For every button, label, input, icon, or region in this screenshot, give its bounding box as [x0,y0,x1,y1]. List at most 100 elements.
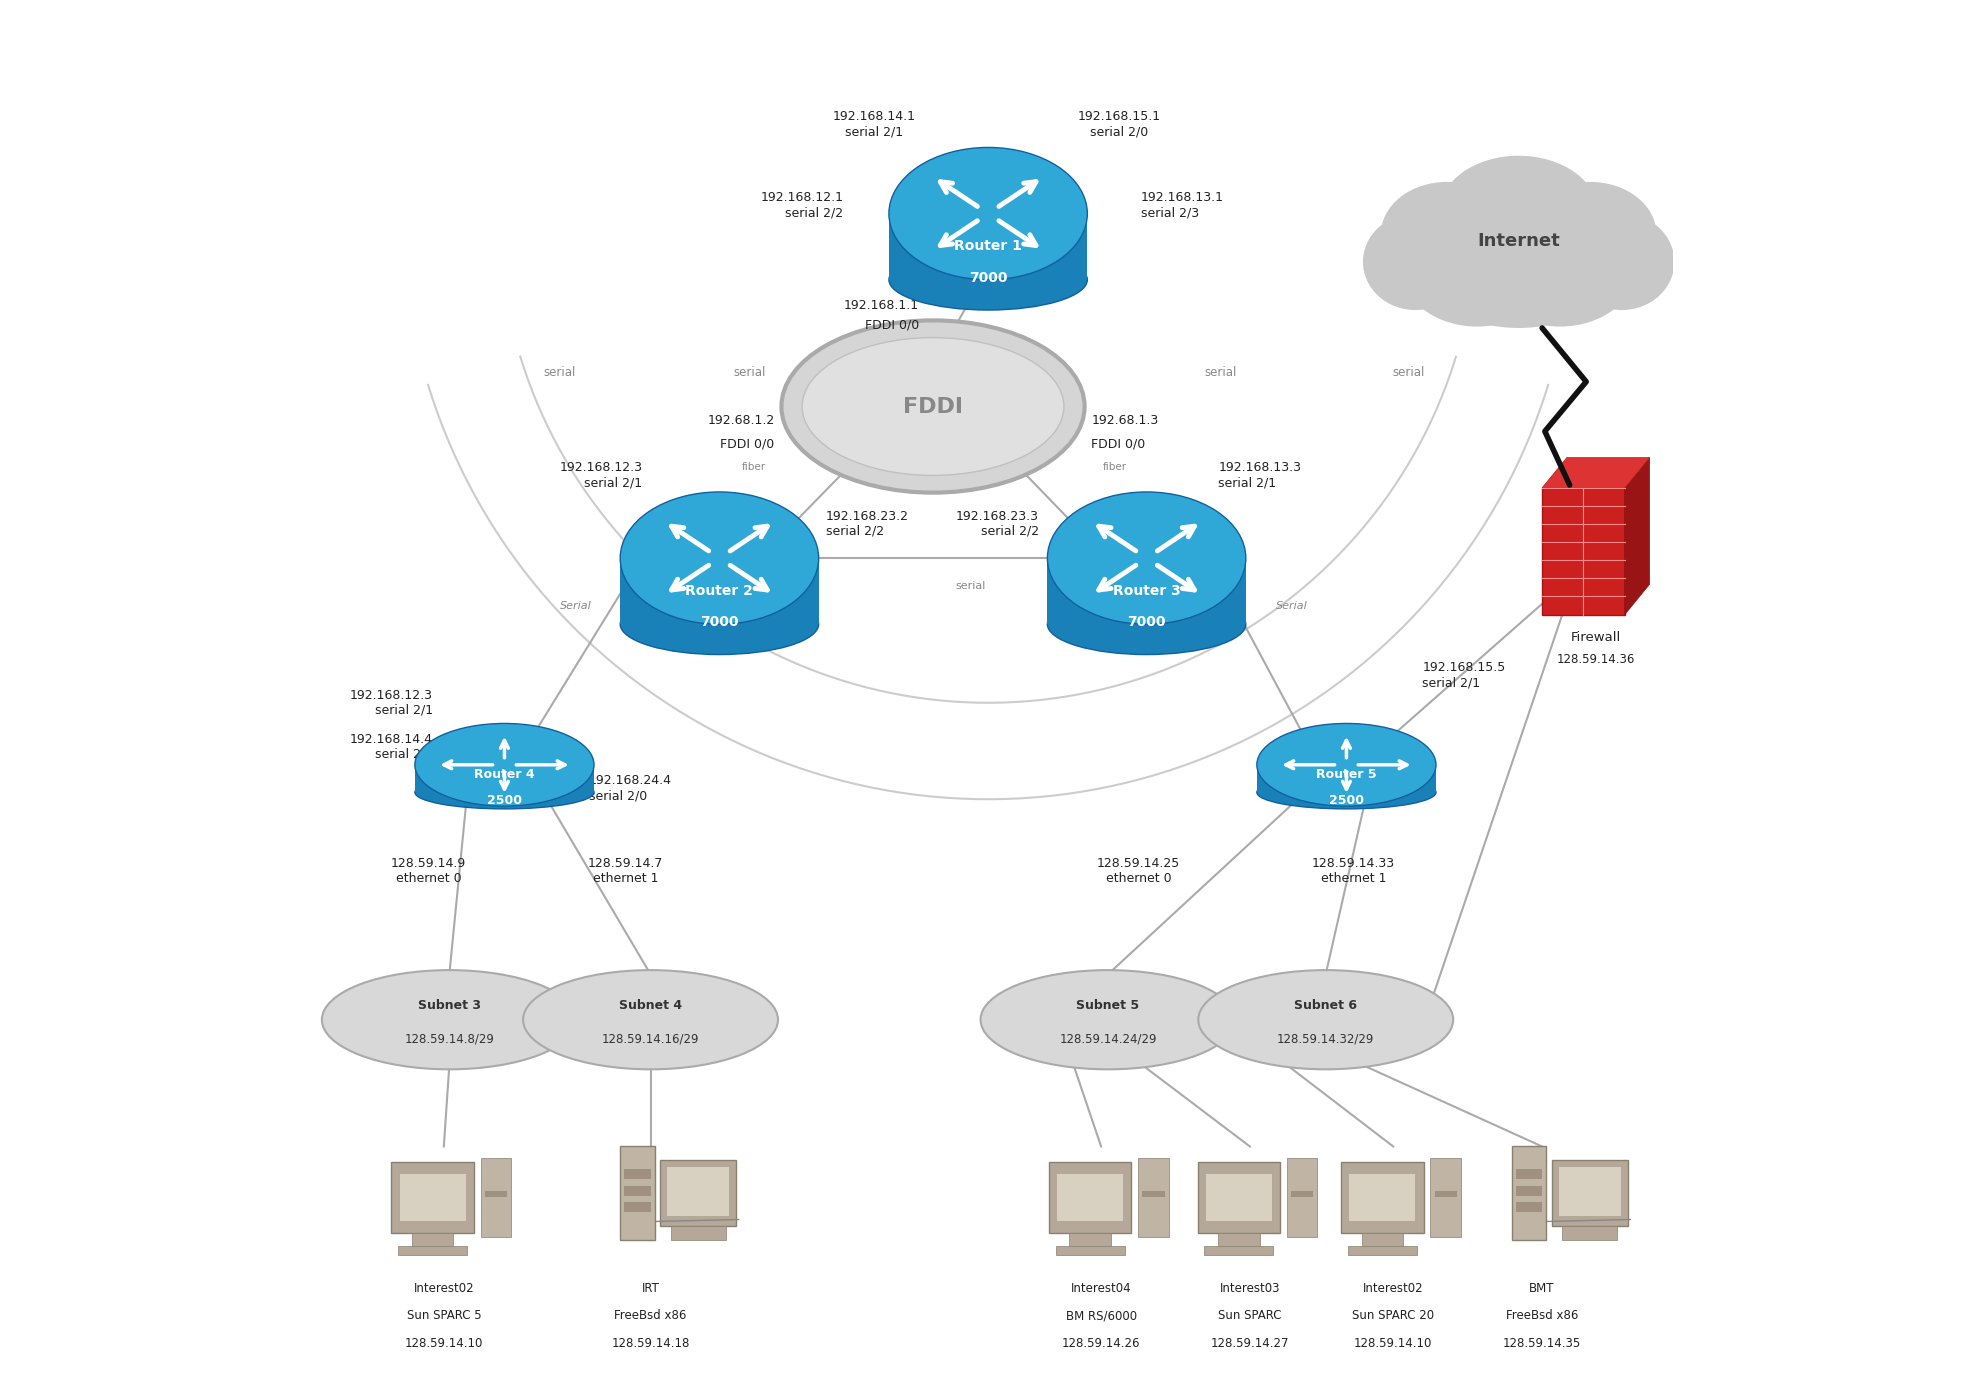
FancyBboxPatch shape [1340,1162,1423,1233]
FancyBboxPatch shape [392,1162,474,1233]
Text: 192.168.12.3
serial 2/1: 192.168.12.3 serial 2/1 [559,462,642,489]
FancyBboxPatch shape [1069,1233,1110,1247]
Text: Interest04: Interest04 [1071,1282,1132,1294]
Polygon shape [415,765,594,792]
Polygon shape [890,244,1088,280]
Ellipse shape [523,970,777,1069]
Text: fiber: fiber [970,294,994,305]
Text: 192.168.12.1
serial 2/2: 192.168.12.1 serial 2/2 [760,192,844,219]
FancyBboxPatch shape [1515,1186,1543,1196]
Text: Router 1: Router 1 [954,240,1021,254]
FancyBboxPatch shape [1563,1226,1618,1240]
Text: 128.59.14.32/29: 128.59.14.32/29 [1277,1032,1374,1046]
FancyBboxPatch shape [400,1174,466,1221]
Text: FreeBsd x86: FreeBsd x86 [614,1309,687,1322]
Text: FreeBsd x86: FreeBsd x86 [1506,1309,1578,1322]
Text: fiber: fiber [1102,462,1126,473]
Text: BMT: BMT [1529,1282,1555,1294]
Text: FDDI: FDDI [903,397,962,416]
Polygon shape [620,558,819,624]
Text: 192.168.24.4
serial 2/0: 192.168.24.4 serial 2/0 [588,774,671,802]
Polygon shape [1047,588,1246,624]
Text: 128.59.14.33
ethernet 1: 128.59.14.33 ethernet 1 [1313,857,1395,885]
FancyBboxPatch shape [1431,1158,1460,1237]
FancyBboxPatch shape [1206,1174,1271,1221]
FancyBboxPatch shape [1515,1170,1543,1180]
Ellipse shape [1429,223,1608,328]
Text: 128.59.14.8/29: 128.59.14.8/29 [403,1032,494,1046]
Text: Internet: Internet [1478,232,1561,251]
Text: Subnet 5: Subnet 5 [1076,999,1139,1013]
FancyBboxPatch shape [1559,1167,1620,1217]
Text: 128.59.14.16/29: 128.59.14.16/29 [602,1032,699,1046]
Text: 128.59.14.27: 128.59.14.27 [1210,1337,1289,1349]
Polygon shape [1626,457,1649,615]
Text: Sun SPARC 20: Sun SPARC 20 [1352,1309,1435,1322]
Polygon shape [1258,765,1437,792]
Text: Router 4: Router 4 [474,768,535,781]
Ellipse shape [323,970,577,1069]
Text: 192.168.14.4
serial 2/1: 192.168.14.4 serial 2/1 [350,733,433,761]
Text: Router 5: Router 5 [1317,768,1378,781]
Text: 128.59.14.9
ethernet 0: 128.59.14.9 ethernet 0 [392,857,466,885]
Text: 128.59.14.10: 128.59.14.10 [1354,1337,1433,1349]
Text: 192.168.14.1
serial 2/1: 192.168.14.1 serial 2/1 [832,110,915,138]
Ellipse shape [781,321,1084,493]
Text: Sun SPARC: Sun SPARC [1218,1309,1281,1322]
FancyBboxPatch shape [1057,1174,1124,1221]
Text: 128.59.14.25
ethernet 0: 128.59.14.25 ethernet 0 [1096,857,1181,885]
Text: Interest03: Interest03 [1220,1282,1281,1294]
Ellipse shape [1570,214,1675,310]
FancyBboxPatch shape [659,1160,736,1226]
FancyBboxPatch shape [486,1191,508,1197]
Text: 128.59.14.35: 128.59.14.35 [1504,1337,1580,1349]
Text: 192.168.1.1: 192.168.1.1 [844,299,919,313]
Ellipse shape [1199,970,1452,1069]
Text: Serial: Serial [559,601,590,612]
Text: Sun SPARC 5: Sun SPARC 5 [407,1309,480,1322]
FancyBboxPatch shape [1551,1160,1628,1226]
Text: 192.168.23.2
serial 2/2: 192.168.23.2 serial 2/2 [825,510,909,537]
Ellipse shape [1364,214,1468,310]
Ellipse shape [415,723,594,806]
FancyBboxPatch shape [480,1158,512,1237]
Text: 7000: 7000 [1128,616,1165,630]
Text: FDDI 0/0: FDDI 0/0 [1092,437,1145,451]
Text: 192.68.24.2
serial 2/0: 192.68.24.2 serial 2/0 [665,582,740,609]
Text: 2500: 2500 [1328,794,1364,808]
Text: serial: serial [1204,365,1238,379]
FancyBboxPatch shape [1204,1246,1273,1255]
FancyBboxPatch shape [1049,1162,1132,1233]
Text: 192.168.23.3
serial 2/2: 192.168.23.3 serial 2/2 [956,510,1039,537]
Text: 192.168.13.3
serial 2/1: 192.168.13.3 serial 2/1 [1218,462,1301,489]
Text: serial: serial [954,580,986,591]
Ellipse shape [1439,156,1598,271]
Text: 192.168.13.1
serial 2/3: 192.168.13.1 serial 2/3 [1141,192,1224,219]
Ellipse shape [1047,492,1246,624]
Text: 192.168.15.1
serial 2/0: 192.168.15.1 serial 2/0 [1078,110,1161,138]
FancyBboxPatch shape [1287,1158,1317,1237]
FancyBboxPatch shape [1435,1191,1456,1197]
Text: Interest02: Interest02 [1364,1282,1423,1294]
Text: serial: serial [1391,365,1425,379]
Text: serial: serial [734,365,766,379]
Polygon shape [1543,457,1649,488]
FancyBboxPatch shape [624,1186,651,1196]
Text: Router 3: Router 3 [1112,584,1181,598]
Text: 128.59.14.26: 128.59.14.26 [1063,1337,1139,1349]
Ellipse shape [890,249,1088,310]
Text: 128.59.14.10: 128.59.14.10 [405,1337,482,1349]
Ellipse shape [1258,776,1437,809]
FancyBboxPatch shape [1511,1146,1547,1240]
FancyBboxPatch shape [1362,1233,1403,1247]
Text: BM RS/6000: BM RS/6000 [1065,1309,1138,1322]
Ellipse shape [1484,211,1635,327]
Ellipse shape [620,594,819,655]
Text: serial: serial [543,365,577,379]
Text: 128.59.14.18: 128.59.14.18 [612,1337,689,1349]
Ellipse shape [1382,182,1513,287]
Polygon shape [1047,558,1246,624]
Text: 128.59.14.24/29: 128.59.14.24/29 [1059,1032,1157,1046]
Ellipse shape [415,776,594,809]
Text: Serial: Serial [1275,601,1309,612]
